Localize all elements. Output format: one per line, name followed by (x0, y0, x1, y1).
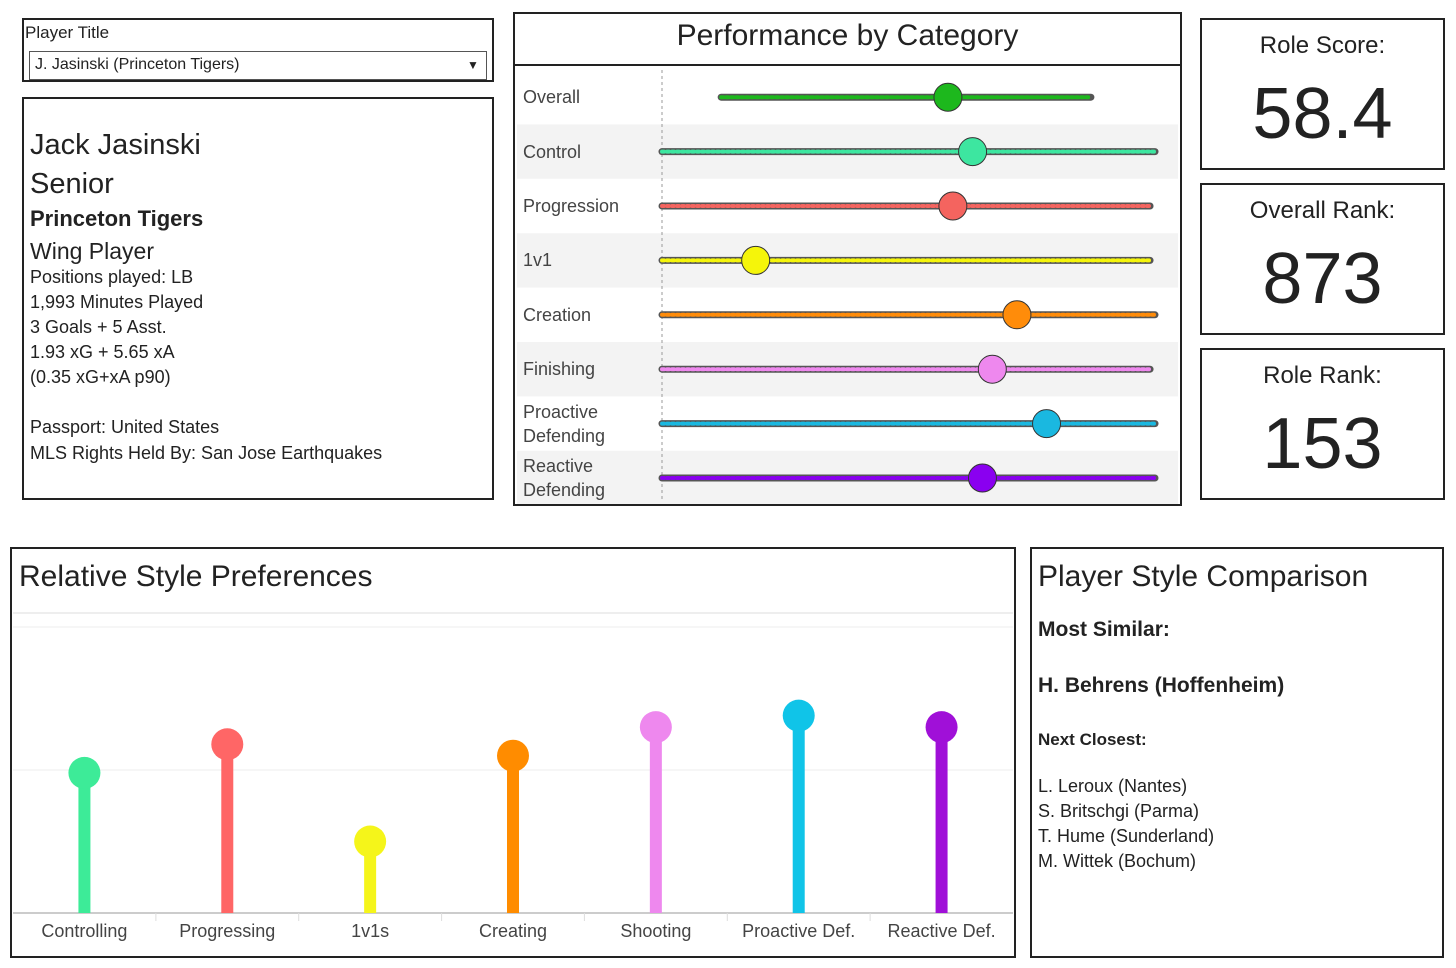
kpi-card (1200, 348, 1445, 500)
filter-label: Player Title (25, 23, 110, 42)
row-label: Progression (523, 196, 620, 216)
player-eligibility: Passport: United States (30, 417, 220, 437)
player-detail: 1,993 Minutes Played (30, 292, 204, 312)
row-label: 1v1 (523, 250, 553, 271)
lollipop-head (925, 711, 958, 744)
x-tick-label: Proactive Def. (742, 921, 856, 941)
player-point (967, 463, 997, 493)
most-similar-label: Most Similar: (1038, 618, 1170, 641)
x-tick-label: Controlling (41, 921, 128, 941)
player-card (22, 97, 494, 500)
player-point (938, 191, 968, 221)
lollipop-head (354, 825, 387, 858)
comparison-panel (1030, 547, 1444, 958)
next-closest-label: Next Closest: (1038, 730, 1147, 749)
kpi-card (1200, 18, 1445, 170)
kpi-value: 873 (1262, 239, 1383, 319)
player-point (977, 354, 1007, 384)
filter-dropdown[interactable] (29, 51, 487, 80)
performance-title-box (513, 12, 1182, 66)
player-detail: 3 Goals + 5 Asst. (30, 317, 167, 337)
player-detail: Positions played: LB (30, 267, 194, 287)
row-label: Control (523, 141, 582, 162)
player-team: Princeton Tigers (30, 206, 204, 231)
row-label: Creation (523, 304, 592, 325)
dropdown-arrow[interactable]: ▼ (467, 58, 479, 72)
player-eligibility: MLS Rights Held By: San Jose Earthquakes (30, 443, 383, 463)
player-detail: 1.93 xG + 5.65 xA (30, 342, 175, 362)
comparison-title: Player Style Comparison (1038, 560, 1369, 593)
x-tick-label: Creating (478, 921, 547, 941)
row-label: Proactive Defending (523, 401, 606, 446)
most-similar: H. Behrens (Hoffenheim) (1038, 674, 1285, 697)
style-panel (10, 547, 1016, 958)
player-point (1032, 409, 1062, 439)
row-label: Overall (523, 87, 581, 108)
player-point (1002, 300, 1032, 330)
x-tick-label: Progressing (179, 921, 276, 941)
player-point (741, 245, 771, 275)
lollipop-head (497, 739, 529, 772)
next-closest: T. Hume (Sunderland) (1038, 826, 1215, 846)
kpi-label: Overall Rank: (1249, 197, 1396, 224)
filter-panel (22, 18, 494, 82)
x-tick-label: Shooting (620, 921, 692, 941)
x-tick-label: 1v1s (351, 921, 390, 941)
x-tick-label: Reactive Def. (887, 921, 996, 941)
lollipop-head (68, 756, 101, 789)
lollipop-head (211, 728, 244, 761)
kpi-card (1200, 183, 1445, 335)
filter-value[interactable]: J. Jasinski (Princeton Tigers) (35, 56, 240, 73)
chart-title: Performance by Category (676, 19, 1019, 52)
player-point (958, 137, 988, 167)
chart-title: Relative Style Preferences (19, 560, 373, 593)
player-name: Jack Jasinski (30, 129, 201, 161)
next-closest: S. Britschgi (Parma) (1038, 801, 1200, 821)
player-detail: (0.35 xG+xA p90) (30, 367, 171, 387)
row-label: Reactive Defending (523, 456, 606, 500)
lollipop-head (782, 699, 815, 732)
next-closest: M. Wittek (Bochum) (1038, 851, 1197, 871)
kpi-label: Role Score: (1259, 32, 1386, 59)
kpi-label: Role Rank: (1263, 362, 1382, 389)
player-point (933, 82, 963, 112)
row-label: Finishing (523, 359, 596, 380)
kpi-value: 58.4 (1252, 74, 1393, 154)
kpi-value: 153 (1262, 404, 1383, 484)
player-class: Senior (30, 168, 114, 200)
player-role: Wing Player (30, 238, 154, 264)
next-closest: L. Leroux (Nantes) (1038, 776, 1188, 796)
lollipop-head (639, 711, 672, 744)
